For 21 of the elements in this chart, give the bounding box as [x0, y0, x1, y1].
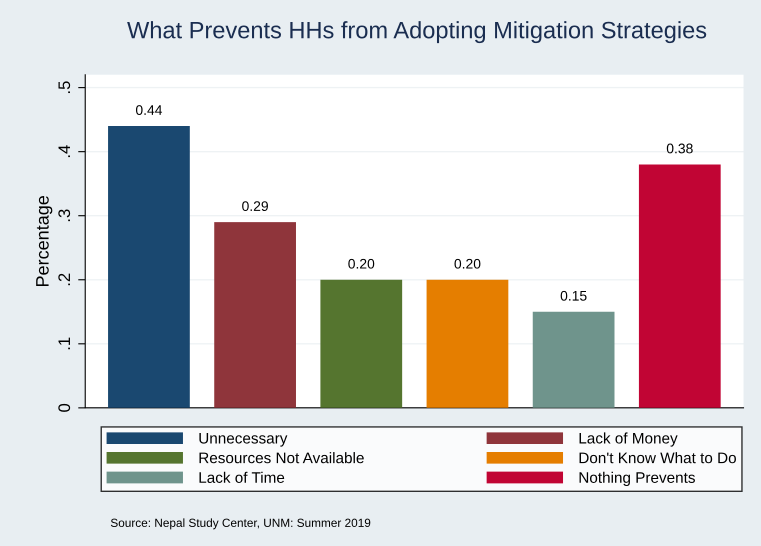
data-label: 0.20: [454, 258, 480, 269]
source-note: Source: Nepal Study Center, UNM: Summer 2019: [110, 518, 370, 530]
y-axis-title: Percentage: [36, 196, 52, 286]
legend-label: Don't Know What to Do: [580, 452, 736, 464]
y-tick-label: .1: [58, 338, 70, 350]
legend-label: Lack of Money: [580, 432, 678, 447]
y-tick-label: .2: [58, 274, 70, 286]
data-label: 0.29: [242, 201, 268, 212]
data-label: 0.20: [348, 258, 374, 269]
chart-title: What Prevents HHs from Adopting Mitigation Strategies: [127, 21, 706, 44]
data-label: 0.44: [136, 105, 162, 115]
y-tick-label: .3: [58, 209, 70, 222]
legend-label: Resources Not Available: [199, 452, 364, 464]
y-tick-label: 0: [58, 404, 70, 412]
y-tick-label: .4: [58, 145, 70, 158]
legend-label: Unnecessary: [199, 432, 288, 447]
data-label: 0.38: [666, 144, 693, 154]
legend-label: Nothing Prevents: [580, 472, 695, 486]
y-tick-label: .5: [58, 81, 70, 94]
data-label: 0.15: [560, 290, 587, 301]
legend-label: Lack of Time: [199, 472, 284, 483]
